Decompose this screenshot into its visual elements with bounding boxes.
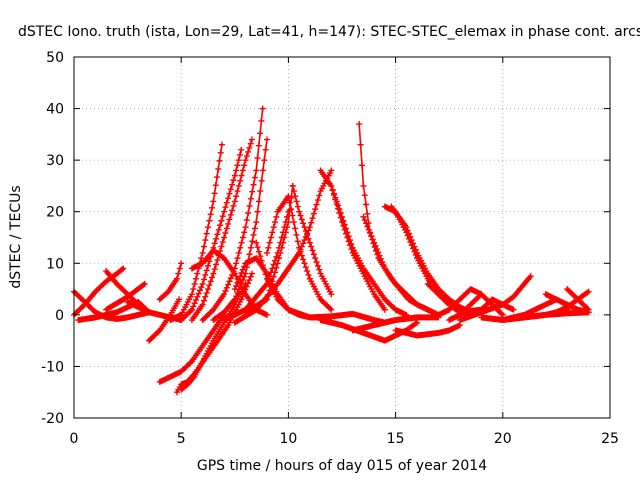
series-line bbox=[362, 216, 439, 316]
x-tick-label: 15 bbox=[387, 431, 405, 447]
series-35 bbox=[435, 286, 485, 318]
data-series bbox=[71, 105, 592, 396]
y-tick-label: 30 bbox=[46, 153, 64, 169]
series-20 bbox=[231, 167, 335, 326]
series-43 bbox=[521, 309, 592, 321]
data-point-markers bbox=[349, 314, 442, 334]
series-29 bbox=[360, 213, 442, 318]
series-11 bbox=[167, 141, 225, 324]
y-tick-label: -10 bbox=[41, 359, 64, 375]
y-tick-labels: -20 -10 0 10 20 30 40 50 bbox=[41, 50, 64, 427]
data-point-markers bbox=[521, 309, 592, 321]
series-25 bbox=[328, 182, 410, 318]
series-40 bbox=[499, 296, 560, 324]
axis-ticks bbox=[73, 56, 611, 419]
series-line bbox=[330, 185, 407, 316]
x-tick-labels: 0 5 10 15 20 25 bbox=[70, 431, 619, 447]
data-point-markers bbox=[156, 311, 228, 385]
series-22 bbox=[263, 193, 335, 313]
data-point-markers bbox=[564, 286, 592, 313]
data-point-markers bbox=[199, 105, 266, 324]
series-21 bbox=[242, 182, 296, 316]
series-14 bbox=[199, 105, 266, 324]
series-8 bbox=[156, 311, 228, 385]
y-tick-label: 40 bbox=[46, 102, 64, 118]
data-point-markers bbox=[456, 273, 534, 324]
y-axis-label: dSTEC / TECUs bbox=[8, 185, 24, 288]
series-31 bbox=[388, 203, 474, 316]
data-point-markers bbox=[103, 280, 148, 313]
y-tick-label: -20 bbox=[41, 411, 64, 427]
data-point-markers bbox=[263, 193, 335, 313]
data-point-markers bbox=[328, 182, 410, 318]
x-tick-label: 0 bbox=[70, 431, 79, 447]
x-tick-label: 25 bbox=[601, 431, 619, 447]
series-38 bbox=[456, 273, 534, 324]
series-32 bbox=[349, 314, 442, 334]
plot-frame bbox=[73, 56, 611, 419]
y-tick-label: 0 bbox=[55, 308, 64, 324]
y-tick-label: 50 bbox=[46, 50, 64, 66]
series-7 bbox=[156, 260, 185, 303]
x-axis-label: GPS time / hours of day 015 of year 2014 bbox=[197, 458, 487, 474]
data-point-markers bbox=[178, 146, 245, 324]
data-point-markers bbox=[242, 182, 296, 316]
series-33 bbox=[392, 322, 463, 339]
x-tick-label: 5 bbox=[177, 431, 186, 447]
data-point-markers bbox=[435, 286, 485, 318]
series-44 bbox=[564, 286, 592, 313]
data-point-markers bbox=[499, 296, 560, 324]
data-point-markers bbox=[360, 213, 442, 318]
data-point-markers bbox=[167, 141, 225, 324]
series-4 bbox=[103, 280, 148, 313]
grid bbox=[74, 57, 610, 418]
data-point-markers bbox=[289, 182, 335, 298]
series-23 bbox=[289, 182, 335, 298]
x-tick-label: 10 bbox=[279, 431, 297, 447]
chart-title: dSTEC Iono. truth (ista, Lon=29, Lat=41,… bbox=[18, 24, 640, 40]
series-5 bbox=[146, 296, 183, 344]
data-point-markers bbox=[210, 136, 270, 324]
y-tick-label: 10 bbox=[46, 256, 64, 272]
data-point-markers bbox=[156, 260, 185, 303]
x-tick-label: 20 bbox=[494, 431, 512, 447]
data-point-markers bbox=[388, 203, 474, 316]
data-point-markers bbox=[392, 322, 463, 339]
y-tick-label: 20 bbox=[46, 205, 64, 221]
